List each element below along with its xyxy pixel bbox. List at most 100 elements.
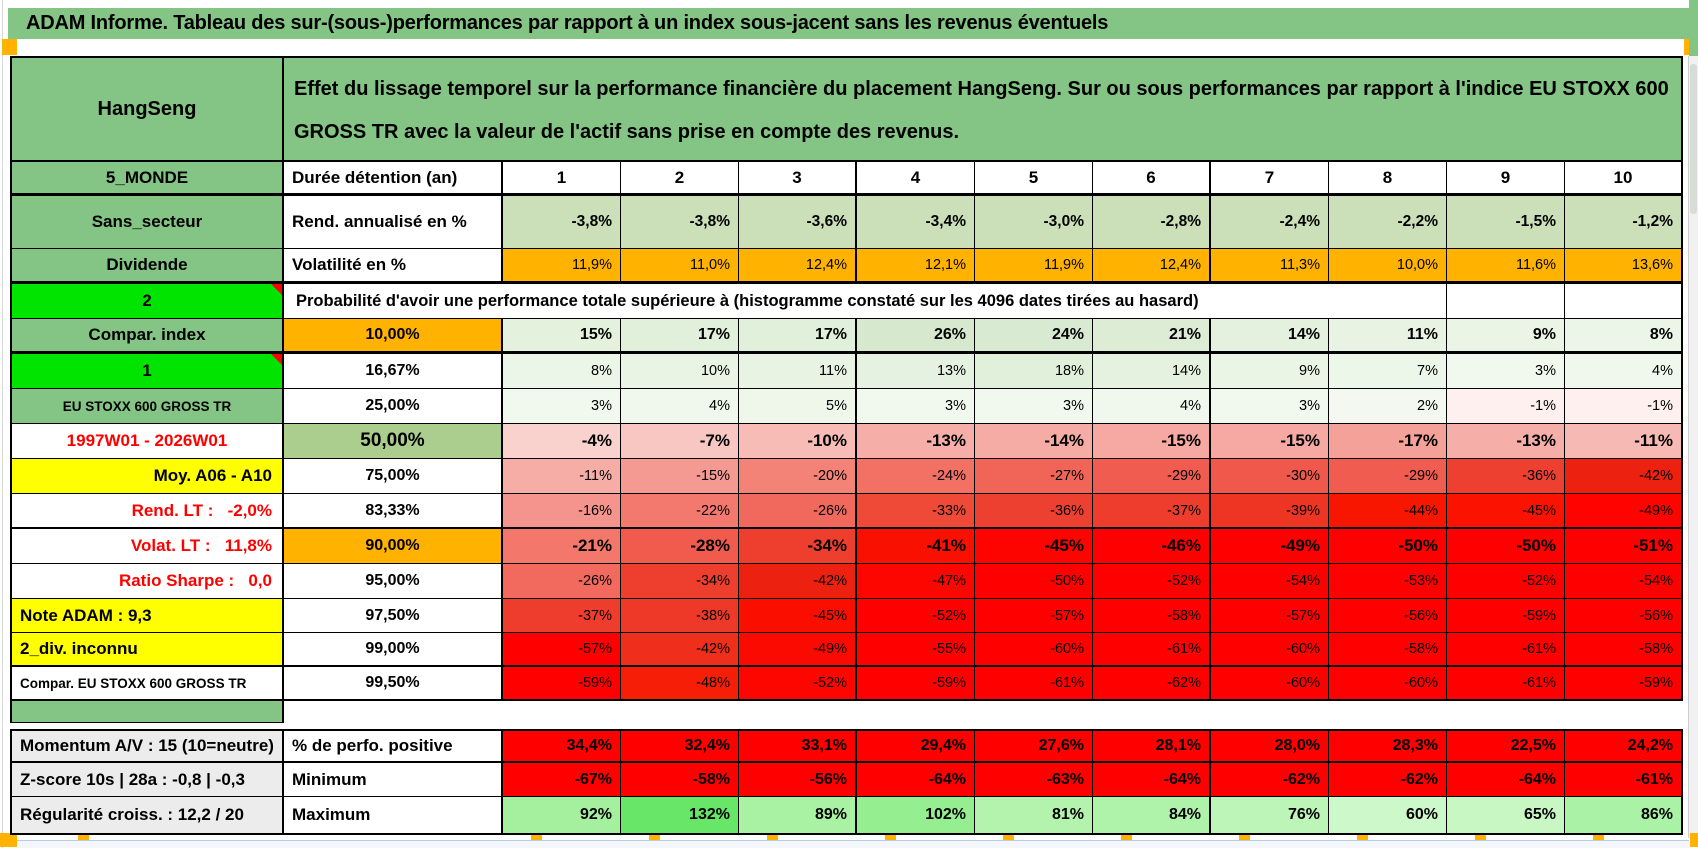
value-cell-minimum-y2[interactable]: -58% xyxy=(621,763,739,797)
value-cell-minimum-y8[interactable]: -62% xyxy=(1329,763,1447,797)
value-cell-rend-annualise-y7[interactable]: -2,4% xyxy=(1211,196,1329,249)
value-cell-p-99-y4[interactable]: -55% xyxy=(857,633,975,667)
description-cell[interactable]: Effet du lissage temporel sur la perform… xyxy=(284,56,1683,162)
row-label-maximum[interactable]: Régularité croiss. : 12,2 / 20 xyxy=(10,797,284,835)
value-cell-p-10-y5[interactable]: 24% xyxy=(975,319,1093,354)
row-label-p-16-67[interactable]: 1 xyxy=(10,354,284,389)
row-label-p-25[interactable]: EU STOXX 600 GROSS TR xyxy=(10,389,284,424)
value-cell-p-95-y1[interactable]: -26% xyxy=(503,564,621,599)
value-cell-p-99-y2[interactable]: -42% xyxy=(621,633,739,667)
value-cell-p-10-y3[interactable]: 17% xyxy=(739,319,857,354)
threshold-label-maximum[interactable]: Maximum xyxy=(284,797,503,835)
value-cell-p-25-y6[interactable]: 4% xyxy=(1093,389,1211,424)
row-label-asset-header[interactable]: HangSeng xyxy=(10,56,284,162)
year-col-header-10[interactable]: 10 xyxy=(1565,162,1683,196)
value-cell-p-95-y7[interactable]: -54% xyxy=(1211,564,1329,599)
value-cell-minimum-y3[interactable]: -56% xyxy=(739,763,857,797)
value-cell-p-90-y7[interactable]: -49% xyxy=(1211,529,1329,564)
value-cell-volatilite-y7[interactable]: 11,3% xyxy=(1211,249,1329,284)
value-cell-p-10-y2[interactable]: 17% xyxy=(621,319,739,354)
value-cell-minimum-y7[interactable]: -62% xyxy=(1211,763,1329,797)
value-cell-p-16-67-y9[interactable]: 3% xyxy=(1447,354,1565,389)
value-cell-p-16-67-y2[interactable]: 10% xyxy=(621,354,739,389)
value-cell-p-25-y8[interactable]: 2% xyxy=(1329,389,1447,424)
value-cell-perf-positive-y8[interactable]: 28,3% xyxy=(1329,729,1447,763)
value-cell-p-16-67-y5[interactable]: 18% xyxy=(975,354,1093,389)
value-cell-maximum-y1[interactable]: 92% xyxy=(503,797,621,835)
value-cell-p-99-y3[interactable]: -49% xyxy=(739,633,857,667)
value-cell-p-95-y2[interactable]: -34% xyxy=(621,564,739,599)
row-label-perf-positive[interactable]: Momentum A/V : 15 (10=neutre) xyxy=(10,729,284,763)
value-cell-p-16-67-y1[interactable]: 8% xyxy=(503,354,621,389)
value-cell-p-90-y2[interactable]: -28% xyxy=(621,529,739,564)
value-cell-perf-positive-y10[interactable]: 24,2% xyxy=(1565,729,1683,763)
value-cell-volatilite-y5[interactable]: 11,9% xyxy=(975,249,1093,284)
value-cell-p-99-5-y8[interactable]: -60% xyxy=(1329,667,1447,701)
value-cell-p-10-y4[interactable]: 26% xyxy=(857,319,975,354)
value-cell-minimum-y4[interactable]: -64% xyxy=(857,763,975,797)
value-cell-p-99-y5[interactable]: -60% xyxy=(975,633,1093,667)
value-cell-maximum-y3[interactable]: 89% xyxy=(739,797,857,835)
value-cell-p-10-y8[interactable]: 11% xyxy=(1329,319,1447,354)
row-label-rend-annualise[interactable]: Sans_secteur xyxy=(10,196,284,249)
value-cell-rend-annualise-y6[interactable]: -2,8% xyxy=(1093,196,1211,249)
value-cell-p-90-y6[interactable]: -46% xyxy=(1093,529,1211,564)
value-cell-perf-positive-y3[interactable]: 33,1% xyxy=(739,729,857,763)
value-cell-p-25-y4[interactable]: 3% xyxy=(857,389,975,424)
value-cell-minimum-y9[interactable]: -64% xyxy=(1447,763,1565,797)
value-cell-p-50-y5[interactable]: -14% xyxy=(975,424,1093,459)
value-cell-rend-annualise-y9[interactable]: -1,5% xyxy=(1447,196,1565,249)
value-cell-p-95-y4[interactable]: -47% xyxy=(857,564,975,599)
value-cell-p-90-y9[interactable]: -50% xyxy=(1447,529,1565,564)
value-cell-p-10-y7[interactable]: 14% xyxy=(1211,319,1329,354)
value-cell-p-83-33-y3[interactable]: -26% xyxy=(739,494,857,529)
value-cell-p-90-y10[interactable]: -51% xyxy=(1565,529,1683,564)
threshold-label-p-99[interactable]: 99,00% xyxy=(284,633,503,667)
value-cell-minimum-y5[interactable]: -63% xyxy=(975,763,1093,797)
value-cell-maximum-y8[interactable]: 60% xyxy=(1329,797,1447,835)
value-cell-p-83-33-y6[interactable]: -37% xyxy=(1093,494,1211,529)
value-cell-p-16-67-y8[interactable]: 7% xyxy=(1329,354,1447,389)
value-cell-perf-positive-y1[interactable]: 34,4% xyxy=(503,729,621,763)
value-cell-p-97-5-y7[interactable]: -57% xyxy=(1211,599,1329,633)
value-cell-p-97-5-y6[interactable]: -58% xyxy=(1093,599,1211,633)
value-cell-perf-positive-y2[interactable]: 32,4% xyxy=(621,729,739,763)
value-cell-p-99-5-y9[interactable]: -61% xyxy=(1447,667,1565,701)
value-cell-p-99-5-y6[interactable]: -62% xyxy=(1093,667,1211,701)
value-cell-p-50-y4[interactable]: -13% xyxy=(857,424,975,459)
value-cell-p-83-33-y5[interactable]: -36% xyxy=(975,494,1093,529)
threshold-label-p-16-67[interactable]: 16,67% xyxy=(284,354,503,389)
value-cell-p-99-y9[interactable]: -61% xyxy=(1447,633,1565,667)
value-cell-maximum-y4[interactable]: 102% xyxy=(857,797,975,835)
value-cell-p-97-5-y4[interactable]: -52% xyxy=(857,599,975,633)
value-cell-p-95-y3[interactable]: -42% xyxy=(739,564,857,599)
value-cell-p-50-y6[interactable]: -15% xyxy=(1093,424,1211,459)
value-cell-p-97-5-y3[interactable]: -45% xyxy=(739,599,857,633)
value-cell-p-25-y5[interactable]: 3% xyxy=(975,389,1093,424)
value-cell-p-50-y3[interactable]: -10% xyxy=(739,424,857,459)
value-cell-p-99-5-y3[interactable]: -52% xyxy=(739,667,857,701)
value-cell-rend-annualise-y4[interactable]: -3,4% xyxy=(857,196,975,249)
year-col-header-3[interactable]: 3 xyxy=(739,162,857,196)
row-label-duration-header[interactable]: 5_MONDE xyxy=(10,162,284,196)
value-cell-p-97-5-y5[interactable]: -57% xyxy=(975,599,1093,633)
value-cell-minimum-y10[interactable]: -61% xyxy=(1565,763,1683,797)
threshold-label-p-50[interactable]: 50,00% xyxy=(284,424,503,459)
value-cell-volatilite-y10[interactable]: 13,6% xyxy=(1565,249,1683,284)
year-col-header-9[interactable]: 9 xyxy=(1447,162,1565,196)
row-label-p-50[interactable]: 1997W01 - 2026W01 xyxy=(10,424,284,459)
value-cell-p-75-y4[interactable]: -24% xyxy=(857,459,975,494)
sheet-title-cell[interactable]: ADAM Informe. Tableau des sur-(sous-)per… xyxy=(8,8,1689,39)
value-cell-p-75-y5[interactable]: -27% xyxy=(975,459,1093,494)
spacer-green-cell[interactable] xyxy=(10,701,284,723)
value-cell-maximum-y6[interactable]: 84% xyxy=(1093,797,1211,835)
value-cell-p-83-33-y7[interactable]: -39% xyxy=(1211,494,1329,529)
value-cell-rend-annualise-y1[interactable]: -3,8% xyxy=(503,196,621,249)
value-cell-p-25-y2[interactable]: 4% xyxy=(621,389,739,424)
value-cell-p-97-5-y1[interactable]: -37% xyxy=(503,599,621,633)
value-cell-p-90-y8[interactable]: -50% xyxy=(1329,529,1447,564)
threshold-label-p-99-5[interactable]: 99,50% xyxy=(284,667,503,701)
value-cell-p-95-y6[interactable]: -52% xyxy=(1093,564,1211,599)
value-cell-p-99-y6[interactable]: -61% xyxy=(1093,633,1211,667)
threshold-label-minimum[interactable]: Minimum xyxy=(284,763,503,797)
